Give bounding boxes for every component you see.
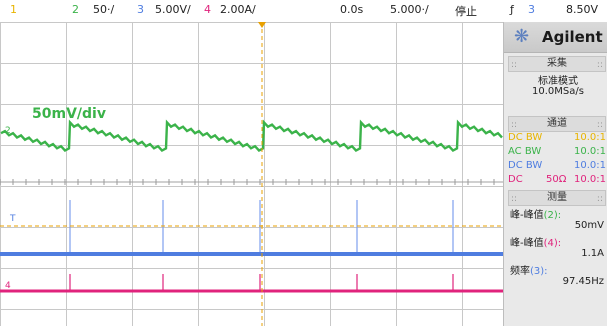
- drag-handle-icon: ::: [597, 58, 603, 72]
- channel-probe: 10.0:1: [574, 160, 606, 172]
- time-offset: 0.0s: [340, 3, 363, 16]
- acquire-title: 采集: [547, 58, 567, 69]
- ch2-ground-marker: 2: [5, 126, 11, 136]
- channel-probe: 10.0:1: [574, 146, 606, 158]
- channel-coupling: DC BW: [508, 132, 542, 144]
- drag-handle-icon: ::: [511, 118, 517, 132]
- waveform-display[interactable]: 2 T 4 50mV/div: [0, 22, 503, 326]
- channel-coupling: AC BW: [508, 146, 541, 158]
- drag-handle-icon: ::: [597, 192, 603, 206]
- ch1-indicator[interactable]: 1: [10, 3, 17, 16]
- run-state[interactable]: 停止: [455, 3, 477, 19]
- measurement-value: 50mV: [510, 220, 604, 231]
- ch4-ground-marker: 4: [5, 281, 11, 291]
- ch2-indicator[interactable]: 2: [72, 3, 79, 16]
- drag-handle-icon: ::: [597, 118, 603, 132]
- brand-name: Agilent: [542, 28, 603, 46]
- channel-probe: 10.0:1: [574, 132, 606, 144]
- waveform-svg: 2 T 4: [0, 22, 503, 326]
- ch2-trace: [1, 122, 502, 150]
- measurement-label: 峰-峰值(2):: [510, 206, 606, 221]
- measurement-label: 频率(3):: [510, 262, 606, 277]
- trigger-icon: ƒ: [510, 3, 514, 16]
- brand-header: ❋ Agilent: [504, 22, 607, 53]
- drag-handle-icon: ::: [511, 192, 517, 206]
- ch4-indicator[interactable]: 4: [204, 3, 211, 16]
- ch2-volts-per-div-label: 50mV/div: [32, 106, 106, 122]
- time-scale: 5.000‧/: [390, 3, 429, 16]
- trigger-level: 8.50V: [566, 3, 598, 16]
- ch2-scale: 50‧/: [93, 3, 114, 16]
- channel-coupling: DC BW: [508, 160, 542, 172]
- ch4-scale: 2.00A/: [220, 3, 256, 16]
- acquire-mode: 标准模式: [510, 72, 606, 87]
- drag-handle-icon: ::: [511, 58, 517, 72]
- measurement-label: 峰-峰值(4):: [510, 234, 606, 249]
- measurement-value: 97.45Hz: [510, 276, 604, 287]
- channels-title: 通道: [547, 118, 567, 129]
- acquire-header[interactable]: :: 采集 ::: [508, 56, 606, 72]
- channel-4-row[interactable]: DC 50Ω 10.0:1: [508, 174, 606, 186]
- measure-header[interactable]: :: 测量 ::: [508, 190, 606, 206]
- channel-1-row[interactable]: DC BW 10.0:1: [508, 132, 606, 144]
- agilent-spark-icon: ❋: [514, 26, 529, 47]
- ch3-indicator[interactable]: 3: [137, 3, 144, 16]
- side-panel: ❋ Agilent :: 采集 :: 标准模式 10.0MSa/s :: 通道 …: [503, 22, 607, 326]
- channels-header[interactable]: :: 通道 ::: [508, 116, 606, 132]
- measure-title: 测量: [547, 192, 567, 203]
- measurement-value: 1.1A: [510, 248, 604, 259]
- channel-probe: 10.0:1: [574, 174, 606, 186]
- channel-3-row[interactable]: DC BW 10.0:1: [508, 160, 606, 172]
- acquire-rate: 10.0MSa/s: [510, 86, 606, 97]
- channel-2-row[interactable]: AC BW 10.0:1: [508, 146, 606, 158]
- channel-impedance: 50Ω: [546, 174, 566, 186]
- channel-coupling: DC: [508, 174, 523, 186]
- ch3-scale: 5.00V/: [155, 3, 191, 16]
- graticule-grid: [0, 22, 503, 326]
- status-bar: 1 2 50‧/ 3 5.00V/ 4 2.00A/ 0.0s 5.000‧/ …: [0, 0, 607, 23]
- trigger-source: 3: [528, 3, 535, 16]
- ch3-marker: T: [9, 214, 16, 224]
